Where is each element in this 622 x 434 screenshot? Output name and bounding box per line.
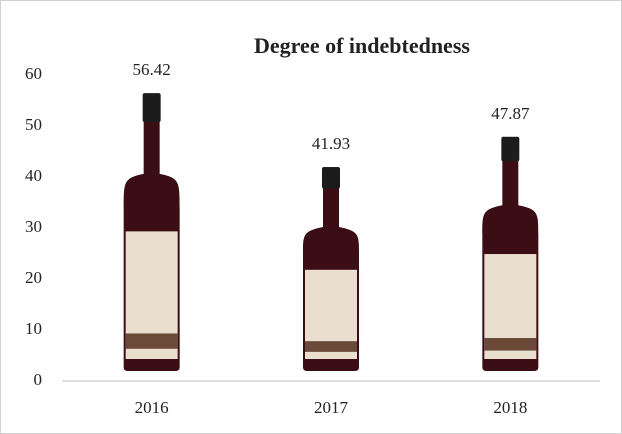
bottle-label-band	[484, 338, 537, 351]
value-label: 56.42	[133, 60, 171, 79]
x-tick-label: 2017	[314, 398, 349, 417]
y-tick-label: 10	[25, 319, 42, 338]
y-tick-label: 0	[34, 370, 43, 389]
x-tick-label: 2016	[135, 398, 169, 417]
bottle-label-band	[305, 341, 357, 352]
bottle-capsule	[322, 167, 340, 189]
y-tick-label: 40	[25, 166, 42, 185]
value-label: 47.87	[491, 104, 530, 123]
bottle-capsule	[501, 136, 520, 162]
y-tick-label: 30	[25, 217, 42, 236]
value-label: 41.93	[312, 134, 350, 153]
y-tick-label: 50	[25, 115, 42, 134]
chart-title: Degree of indebtedness	[254, 33, 470, 58]
y-tick-label: 20	[25, 268, 42, 287]
bottle-capsule	[142, 93, 161, 123]
bottle-label-band	[125, 333, 178, 349]
y-tick-label: 60	[25, 64, 42, 83]
x-tick-label: 2018	[493, 398, 527, 417]
